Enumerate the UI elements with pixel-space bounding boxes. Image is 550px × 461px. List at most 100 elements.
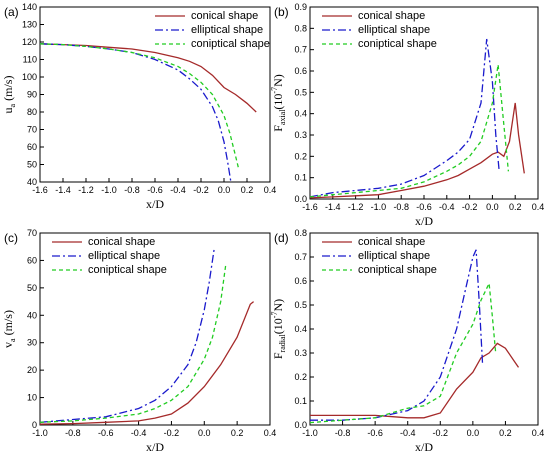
x-tick-label: -0.4	[400, 428, 416, 438]
series-line-coniptical	[309, 64, 510, 198]
y-axis-label-sup: -7	[270, 312, 279, 319]
x-tick-label: -0.6	[416, 202, 432, 212]
x-tick-label: -0.8	[393, 202, 409, 212]
panel-label: (a)	[4, 5, 19, 19]
x-tick-label: -0.8	[335, 428, 351, 438]
legend: conical shape elliptical shape coniptical …	[322, 236, 437, 276]
x-tick-label: -0.6	[98, 428, 114, 438]
y-axis-label-sub: a	[8, 338, 17, 342]
x-tick-label: -0.4	[170, 185, 186, 195]
y-axis-label: Fradial(10-7N)	[270, 299, 287, 359]
x-tick-label: 0.0	[218, 185, 231, 195]
y-tick-label: 120	[22, 37, 37, 47]
x-tick-label: -1.6	[302, 202, 318, 212]
y-tick-label: 0.4	[294, 324, 307, 334]
y-tick-label: 0.6	[294, 66, 307, 76]
x-tick-label: -0.2	[462, 202, 478, 212]
y-tick-label: 0	[32, 420, 37, 430]
y-tick-label: 60	[27, 142, 37, 152]
series-line-conical	[39, 301, 255, 425]
panel-label: (b)	[274, 5, 289, 19]
x-tick-label: 0.2	[509, 202, 522, 212]
x-tick-label: -0.8	[124, 185, 140, 195]
x-tick-label: -0.6	[367, 428, 383, 438]
legend-label-conical: conical shape	[191, 10, 258, 22]
y-tick-label: 0.1	[294, 396, 307, 406]
y-axis-label-sub: a	[8, 103, 17, 107]
y-tick-label: 0.5	[294, 87, 307, 97]
y-axis-label-main: u	[1, 107, 15, 113]
y-axis-label: Faxial(10-7N)	[270, 74, 287, 132]
x-tick-label: 0.2	[499, 428, 512, 438]
y-tick-label: 0.6	[294, 276, 307, 286]
legend-label-elliptical: elliptical shape	[358, 250, 430, 262]
x-axis-label: x/D	[415, 214, 433, 228]
y-tick-label: 30	[27, 338, 37, 348]
x-tick-label: 0.4	[532, 202, 545, 212]
y-tick-label: 0.3	[294, 130, 307, 140]
y-tick-label: 40	[27, 310, 37, 320]
y-axis-label-main: v	[1, 342, 15, 348]
panel-label: (d)	[274, 231, 289, 245]
x-tick-label: -1.0	[302, 428, 318, 438]
y-tick-label: 110	[23, 55, 37, 65]
panel-a: -1.6 -1.4 -1.2 -1.0 -0.8 -0.6 -0.4 -0.2 0.0 0.2 0.…	[1, 2, 276, 211]
y-tick-label: 0.8	[294, 23, 307, 33]
panel-d: -1.0 -0.8 -0.6 -0.4 -0.2 0.0 0.2 0.4 0.0 0.1 0.2 0.…	[270, 228, 544, 454]
y-tick-label: 90	[27, 90, 37, 100]
y-tick-label: 100	[22, 72, 37, 82]
x-tick-label: 0.4	[264, 185, 277, 195]
legend-label-conical: conical shape	[88, 236, 155, 248]
y-axis-label-main: F	[271, 125, 285, 132]
y-axis-label-tail: N)	[271, 299, 285, 312]
series-line-conical	[309, 102, 525, 199]
legend: conical shape elliptical shape coniptical …	[155, 10, 270, 50]
y-tick-label: 0.0	[294, 194, 307, 204]
panel-b: -1.6 -1.4 -1.2 -1.0 -0.8 -0.6 -0.4 -0.2 0.0 0.2 0.…	[270, 2, 544, 228]
x-tick-label: -1.2	[78, 185, 94, 195]
x-tick-label: 0.0	[467, 428, 480, 438]
x-tick-label: -0.4	[439, 202, 455, 212]
x-tick-label: -0.2	[193, 185, 209, 195]
y-tick-label: 0.2	[294, 372, 307, 382]
x-tick-label: -1.0	[371, 202, 387, 212]
legend: conical shape elliptical shape coniptical …	[322, 10, 437, 50]
panel-c: -1.0 -0.8 -0.6 -0.4 -0.2 0.0 0.2 0.4 0 10 20 30 40 50…	[1, 228, 276, 454]
y-tick-label: 50	[27, 160, 37, 170]
legend-label-conical: conical shape	[358, 236, 425, 248]
x-tick-label: -0.4	[131, 428, 147, 438]
y-tick-label: 0.5	[294, 300, 307, 310]
x-tick-label: 0.0	[198, 428, 211, 438]
x-axis-label: x/D	[146, 440, 164, 454]
y-axis-label-unit: (10	[271, 318, 285, 334]
y-tick-label: 0.2	[294, 151, 307, 161]
x-axis-label: x/D	[415, 440, 433, 454]
y-axis-label: va (m/s)	[1, 310, 17, 348]
series-line-elliptical	[309, 38, 500, 198]
y-tick-label: 40	[27, 177, 37, 187]
x-tick-label: 0.4	[532, 428, 545, 438]
y-axis-label-sub: radial	[278, 333, 287, 352]
y-tick-label: 80	[27, 107, 37, 117]
x-tick-label: -1.0	[32, 428, 48, 438]
x-tick-label: 0.2	[241, 185, 254, 195]
panel-label: (c)	[4, 231, 18, 245]
x-tick-label: 0.2	[231, 428, 244, 438]
legend-label-coniptical: coniptical shape	[191, 38, 270, 50]
y-tick-label: 140	[22, 2, 37, 12]
x-tick-label: -0.2	[433, 428, 449, 438]
y-tick-label: 0.1	[294, 173, 307, 183]
y-axis-label-sub: axial	[278, 109, 287, 125]
y-tick-label: 60	[27, 255, 37, 265]
legend: conical shape elliptical shape coniptical …	[52, 236, 167, 276]
y-axis-label-unit: (m/s)	[1, 76, 15, 104]
y-tick-label: 0.0	[294, 420, 307, 430]
y-tick-label: 70	[27, 125, 37, 135]
legend-label-elliptical: elliptical shape	[191, 24, 263, 36]
y-tick-label: 10	[27, 393, 37, 403]
x-tick-label: -1.0	[101, 185, 117, 195]
series-line-conical	[39, 43, 257, 113]
legend-label-coniptical: coniptical shape	[88, 264, 167, 276]
y-axis-label-tail: N)	[271, 74, 285, 87]
